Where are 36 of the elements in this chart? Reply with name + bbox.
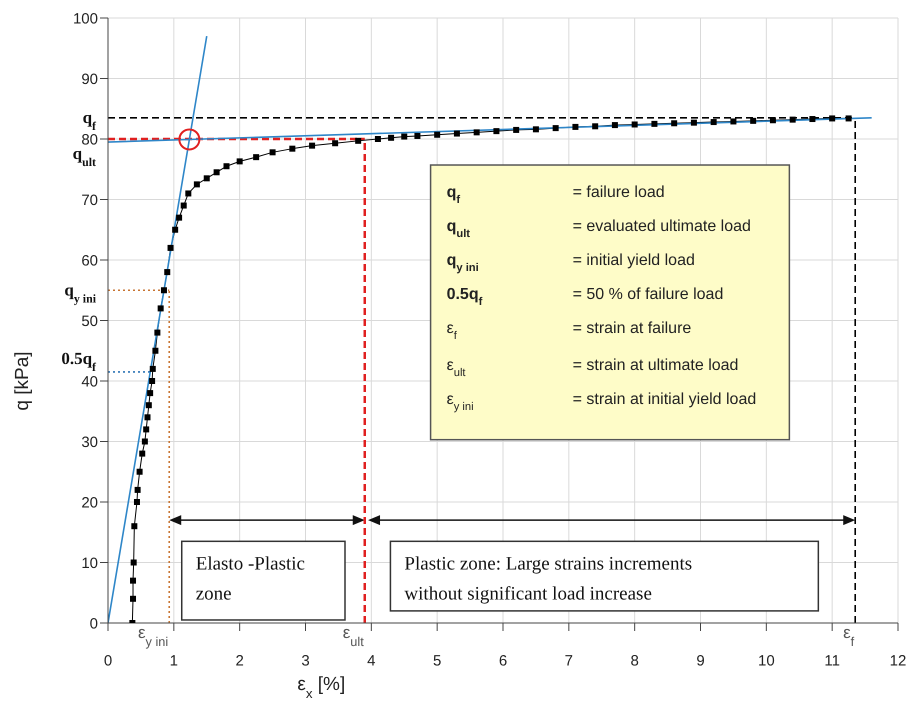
text-box: Elasto -Plastic zone	[180, 540, 346, 621]
x-tick-label: 7	[564, 652, 574, 670]
ref-line-label: 0.5q$_{f}$	[61, 348, 98, 374]
definitions-panel: q$_{f}$ = failure load q$_{ult}$ = evaluated ultimate load q$_{y ini}$ = initial yield load 0.5q$_{f}$ = 50 % of failure load ε$_{f}$ = strain at failure ε$_{ult}$ = strain at ultimate load ε$_{y ini}$ = strain at initial yield load	[430, 164, 790, 440]
y-tick-label: 40	[81, 373, 98, 390]
y-tick-label: 30	[81, 434, 98, 451]
x-tick-label: 9	[696, 652, 705, 670]
y-tick-label: 90	[81, 70, 98, 88]
annotation: Elasto -Plastic zone	[196, 553, 305, 604]
x-tick-label: 6	[498, 652, 508, 670]
x-tick-label: 10	[758, 652, 775, 670]
x-tick-label: 5	[432, 652, 442, 670]
x-axis-title: ε$_{x}$ [%]	[297, 674, 346, 700]
annotation: Plastic zone: Large strains increments without significant load increase	[404, 553, 692, 604]
y-axis-title: q [kPa]	[12, 351, 32, 411]
x-tick-label: 1	[170, 652, 178, 670]
ref-line-label: q$_{y ini}$	[64, 280, 97, 306]
ref-line-label: q$_{f}$	[82, 108, 98, 133]
x-tick-label: 4	[367, 652, 376, 670]
x-tick-label: 0	[104, 652, 112, 670]
y-tick-label: 10	[81, 554, 98, 572]
ref-line-label: ε$_{ult}$	[342, 623, 364, 648]
text-box: Plastic zone: Large strains increments without significant load increase	[390, 540, 820, 612]
ref-line-label: ε$_{y ini}$	[138, 623, 168, 648]
y-tick-label: 100	[72, 10, 98, 28]
x-tick-label: 8	[630, 652, 639, 670]
y-tick-label: 50	[81, 312, 98, 330]
x-tick-label: 12	[890, 652, 906, 670]
x-tick-label: 3	[301, 652, 310, 670]
y-tick-label: 0	[90, 615, 98, 632]
x-tick-label: 2	[235, 652, 244, 670]
y-tick-label: 20	[81, 494, 98, 512]
y-tick-label: 60	[81, 252, 98, 270]
ref-line-label: ε$_{f}$	[843, 623, 855, 648]
x-tick-label: 11	[824, 652, 840, 670]
y-tick-label: 70	[81, 192, 98, 209]
